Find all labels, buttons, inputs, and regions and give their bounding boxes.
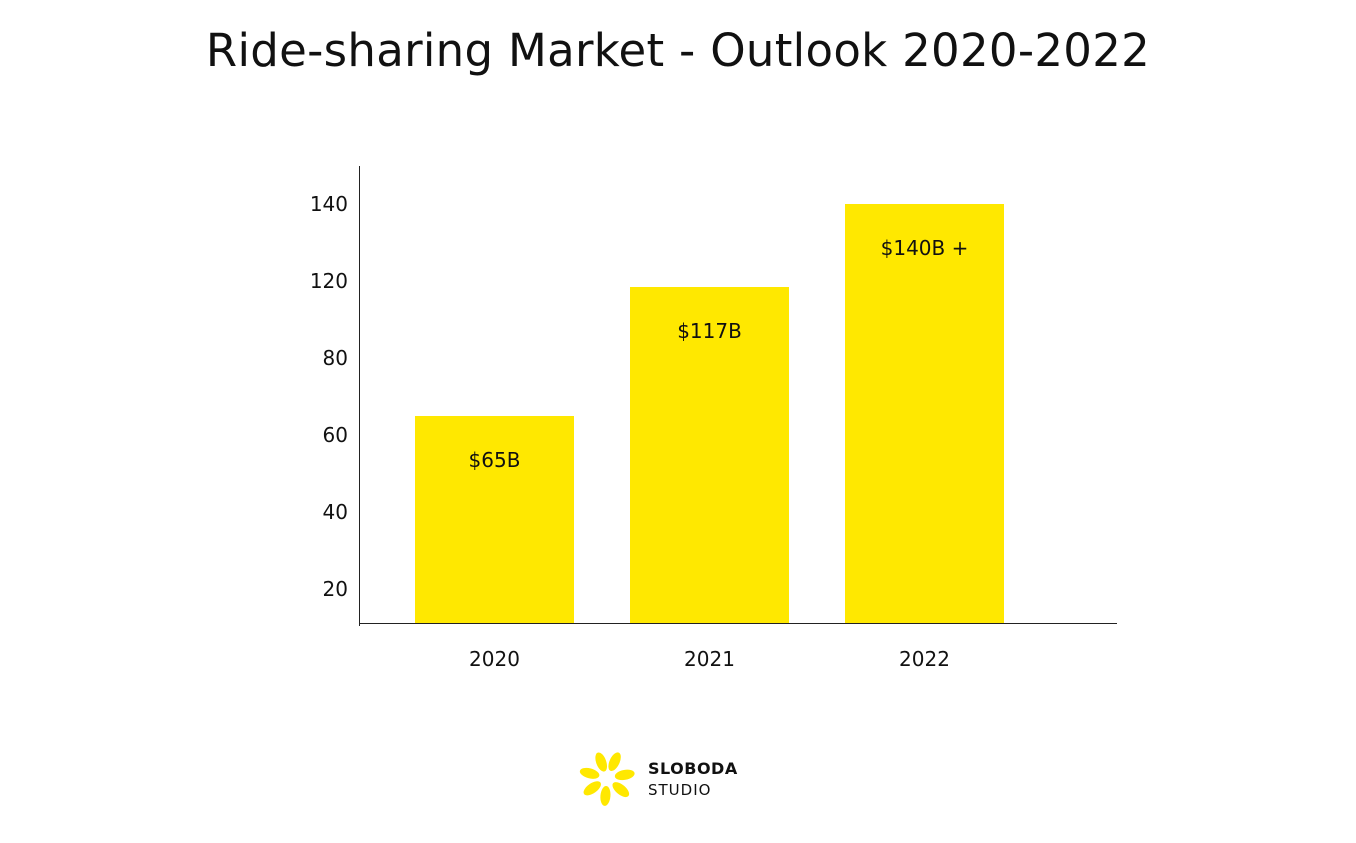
- logo-text-studio: STUDIO: [648, 781, 712, 799]
- logo-text-sloboda: SLOBODA: [648, 759, 738, 778]
- x-tick-label: 2022: [899, 647, 950, 671]
- y-tick-label: 40: [323, 500, 348, 524]
- y-tick-label: 140: [310, 192, 348, 216]
- data-label: $117B: [677, 319, 742, 343]
- y-tick-label: 80: [323, 346, 348, 370]
- data-label: $140B +: [881, 236, 969, 260]
- y-tick-label: 20: [323, 577, 348, 601]
- x-tick-label: 2020: [469, 647, 520, 671]
- data-label: $65B: [469, 448, 521, 472]
- chart-title: Ride-sharing Market - Outlook 2020-2022: [205, 24, 1151, 77]
- y-tick-label: 120: [310, 269, 348, 293]
- flower-logo-icon: [579, 752, 635, 806]
- bar-2020: [415, 416, 574, 623]
- bar-2022: [845, 204, 1004, 623]
- x-tick-label: 2021: [684, 647, 735, 671]
- bar-2021: [630, 287, 789, 623]
- y-tick-label: 60: [323, 423, 348, 447]
- sloboda-studio-logo: SLOBODA STUDIO: [574, 744, 754, 814]
